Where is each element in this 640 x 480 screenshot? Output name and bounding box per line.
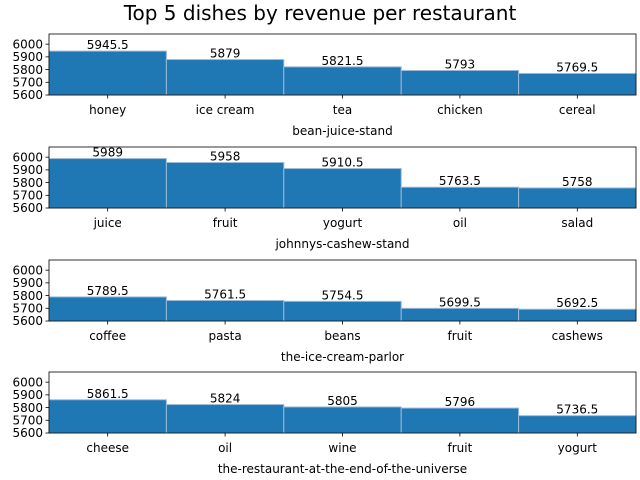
chart-panel: 5789.5 5761.5 5754.5 5699.5 5692.5 5600570058… xyxy=(12,259,637,364)
data-label: 5754.5 xyxy=(322,288,364,302)
data-label: 5821.5 xyxy=(322,54,364,68)
bar xyxy=(400,69,520,96)
bar xyxy=(165,404,285,434)
data-label: 5793 xyxy=(445,57,476,71)
data-label: 5989 xyxy=(92,146,123,160)
y-tick-label: 6000 xyxy=(12,263,43,277)
chart-title: Top 5 dishes by revenue per restaurant xyxy=(123,1,517,25)
bar xyxy=(518,72,637,96)
bar xyxy=(518,308,637,322)
x-tick-label: fruit xyxy=(213,216,238,230)
x-axis-label: the-restaurant-at-the-end-of-the-univers… xyxy=(218,462,467,476)
y-tick-label: 5800 xyxy=(12,176,43,190)
y-tick-label: 5700 xyxy=(12,413,43,427)
y-tick-label: 5600 xyxy=(12,314,43,328)
data-label: 5805 xyxy=(327,394,358,408)
data-label: 5861.5 xyxy=(87,387,129,401)
chart-panel: 5861.5 5824 5805 5796 5736.5 5600570058005900… xyxy=(12,371,637,476)
y-tick-label: 5900 xyxy=(12,50,43,64)
y-tick-label: 5700 xyxy=(12,188,43,202)
bar xyxy=(48,296,167,322)
x-tick-label: chicken xyxy=(437,103,483,117)
bar xyxy=(48,50,167,96)
bar xyxy=(48,158,167,209)
x-tick-label: honey xyxy=(89,103,126,117)
y-tick-label: 5600 xyxy=(12,201,43,215)
y-tick-label: 5800 xyxy=(12,401,43,415)
x-tick-label: pasta xyxy=(208,329,241,343)
data-label: 5945.5 xyxy=(87,38,129,52)
x-axis-label: bean-juice-stand xyxy=(292,124,392,138)
bar xyxy=(400,186,520,209)
data-label: 5824 xyxy=(210,392,241,406)
data-label: 5761.5 xyxy=(204,287,246,301)
y-tick-label: 5700 xyxy=(12,301,43,315)
chart-panel: 5989 5958 5910.5 5763.5 5758 5600570058005900… xyxy=(12,146,637,251)
y-tick-label: 6000 xyxy=(12,150,43,164)
data-label: 5699.5 xyxy=(439,295,481,309)
x-tick-label: fruit xyxy=(447,441,472,455)
bar xyxy=(283,406,402,434)
x-tick-label: yogurt xyxy=(558,441,598,455)
x-tick-label: oil xyxy=(453,216,467,230)
chart-panel: 5945.5 5879 5821.5 5793 5769.5 56005700580059… xyxy=(12,33,637,138)
bar xyxy=(165,162,285,209)
x-axis-label: the-ice-cream-parlor xyxy=(281,350,404,364)
y-tick-label: 5900 xyxy=(12,388,43,402)
x-tick-label: coffee xyxy=(89,329,126,343)
bar xyxy=(518,187,637,209)
x-tick-label: wine xyxy=(328,441,356,455)
data-label: 5879 xyxy=(210,47,241,61)
x-tick-label: cheese xyxy=(86,441,129,455)
x-tick-label: yogurt xyxy=(323,216,363,230)
data-label: 5910.5 xyxy=(322,156,364,170)
y-tick-label: 6000 xyxy=(12,375,43,389)
bar xyxy=(283,66,402,96)
y-tick-label: 5900 xyxy=(12,163,43,177)
x-tick-label: tea xyxy=(333,103,352,117)
bar xyxy=(400,307,520,322)
x-axis-label: johnnys-cashew-stand xyxy=(274,237,409,251)
bar xyxy=(48,399,167,434)
bar xyxy=(400,407,520,434)
y-tick-label: 5800 xyxy=(12,289,43,303)
data-label: 5796 xyxy=(445,395,476,409)
x-tick-label: beans xyxy=(324,329,360,343)
y-tick-label: 5600 xyxy=(12,88,43,102)
x-tick-label: ice cream xyxy=(196,103,255,117)
data-label: 5763.5 xyxy=(439,174,481,188)
x-tick-label: fruit xyxy=(447,329,472,343)
data-label: 5736.5 xyxy=(556,403,598,417)
bar xyxy=(518,415,637,434)
data-label: 5958 xyxy=(210,150,241,164)
x-tick-label: juice xyxy=(93,216,122,230)
y-tick-label: 5800 xyxy=(12,63,43,77)
y-tick-label: 5700 xyxy=(12,75,43,89)
x-tick-label: cereal xyxy=(559,103,596,117)
x-tick-label: cashews xyxy=(552,329,603,343)
data-label: 5789.5 xyxy=(87,284,129,298)
bar xyxy=(165,299,285,322)
x-tick-label: salad xyxy=(561,216,593,230)
bar xyxy=(283,168,402,209)
y-tick-label: 5600 xyxy=(12,426,43,440)
data-label: 5769.5 xyxy=(556,60,598,74)
data-label: 5692.5 xyxy=(556,296,598,310)
bar xyxy=(165,59,285,96)
data-label: 5758 xyxy=(562,175,593,189)
y-tick-label: 5900 xyxy=(12,276,43,290)
x-tick-label: oil xyxy=(218,441,232,455)
y-tick-label: 6000 xyxy=(12,37,43,51)
bar xyxy=(283,300,402,322)
